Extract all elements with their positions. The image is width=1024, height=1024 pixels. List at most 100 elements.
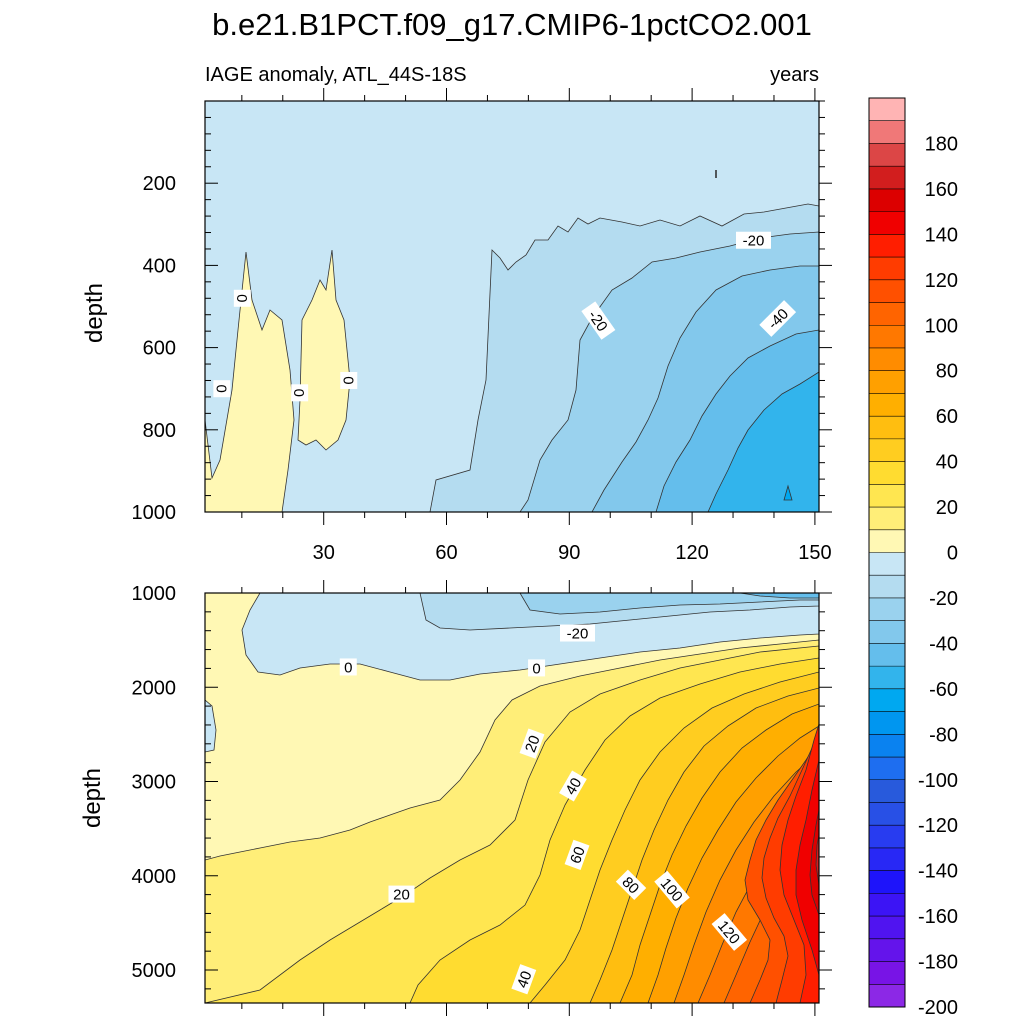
colorbar-swatch (869, 870, 905, 894)
colorbar-tick-label: -140 (918, 861, 958, 883)
contour-label-box (519, 728, 545, 759)
colorbar-swatch (869, 552, 905, 576)
colorbar-swatch (869, 529, 905, 553)
colorbar-tick-label: -200 (918, 997, 958, 1019)
colorbar-tick-label: 140 (925, 224, 958, 246)
y-tick-label: 4000 (132, 866, 177, 888)
upper-zero-region-left (205, 251, 295, 512)
colorbar-swatch (869, 438, 905, 462)
contour-label: 40 (511, 964, 537, 995)
contour-label-text: 0 (212, 385, 229, 393)
y-tick-label: 400 (143, 255, 176, 277)
colorbar-swatch (869, 984, 905, 1008)
colorbar-swatch (869, 597, 905, 622)
y-tick-label: 1000 (132, 502, 177, 524)
colorbar-tick-label: -180 (918, 952, 958, 974)
chart-subtitle-right: years (770, 64, 819, 86)
colorbar-tick-label: -100 (918, 770, 958, 792)
lower-neg40-band (739, 593, 819, 599)
colorbar-swatch (869, 143, 905, 167)
colorbar-tick-label: 160 (925, 179, 958, 201)
upper-neg60-spot (783, 484, 793, 501)
colorbar-swatch (869, 779, 905, 803)
contour-label-box (559, 770, 587, 802)
colorbar-swatch (869, 325, 905, 349)
colorbar-swatch (869, 347, 905, 372)
colorbar-swatch (869, 688, 905, 712)
colorbar-swatch (869, 302, 905, 326)
contour-label-text: 60 (567, 844, 589, 865)
lower-pos150-band (809, 809, 819, 916)
contour-label: 20 (388, 885, 415, 904)
colorbar-frame (868, 97, 906, 1008)
colorbar-tick-label: -60 (929, 679, 958, 701)
upper-y-axis-label: depth (81, 283, 108, 343)
contour-label: 40 (559, 770, 587, 802)
contour-label: 80 (615, 869, 647, 901)
x-tick-label: 120 (675, 542, 708, 564)
colorbar-tick-label: 60 (936, 406, 958, 428)
colorbar-swatch (869, 757, 905, 781)
colorbar-tick-label: 120 (925, 270, 958, 292)
y-tick-label: 800 (143, 420, 176, 442)
colorbar-tick-label: 20 (936, 497, 958, 519)
contour-label-text: 40 (562, 775, 585, 798)
upper-panel-frame (204, 100, 820, 513)
colorbar-swatch (869, 188, 905, 213)
colorbar-swatch (869, 257, 905, 281)
colorbar-swatch (869, 938, 905, 962)
contour-label-box (736, 231, 772, 249)
colorbar-swatch (869, 370, 905, 394)
contour-label-box (654, 870, 690, 909)
contour-label-box (511, 964, 537, 995)
y-tick-label: 3000 (132, 772, 177, 794)
colorbar-tick-label: 100 (925, 315, 958, 337)
chart-subtitle-left: IAGE anomaly, ATL_44S-18S (205, 64, 467, 86)
contour-label-box (339, 658, 357, 676)
colorbar-swatch (869, 461, 905, 485)
colorbar-swatch (869, 234, 905, 258)
contour-label-text: 0 (233, 294, 250, 302)
colorbar-swatch (869, 211, 905, 235)
lower-pos140-band (795, 759, 819, 976)
lower-y-axis-label: depth (79, 768, 106, 828)
colorbar-swatch (869, 734, 905, 758)
x-tick-label: 30 (313, 542, 335, 564)
colorbar-swatch (869, 575, 905, 599)
colorbar-swatch (869, 484, 905, 508)
contour-label: 0 (233, 289, 251, 307)
upper-y-ticks: 200 400 600 800 1000 (132, 100, 832, 524)
x-tick-label: 150 (798, 542, 831, 564)
upper-zero-region-right (297, 249, 351, 451)
contour-label-box (759, 300, 797, 337)
contour-label-text: 0 (532, 660, 540, 677)
lower-pos160-band (815, 834, 819, 886)
colorbar-tick-label: -80 (929, 724, 958, 746)
colorbar-swatch (869, 961, 905, 985)
colorbar-swatch (869, 711, 905, 735)
lower-panel-frame (204, 592, 820, 1004)
contour-label-box (711, 913, 748, 951)
contour-label: 60 (564, 839, 590, 870)
chart-title: b.e21.B1PCT.f09_g17.CMIP6-1pctCO2.001 (212, 7, 812, 42)
contour-label-text: 0 (339, 376, 356, 384)
colorbar-swatch (869, 416, 905, 440)
contour-label: 20 (519, 728, 545, 759)
contour-label-text: 20 (393, 887, 410, 904)
colorbar-swatch (869, 507, 905, 531)
colorbar-tick-label: -120 (918, 815, 958, 837)
colorbar-tick-label: 180 (925, 133, 958, 155)
colorbar-swatch (869, 825, 905, 849)
contour-label-box (615, 869, 647, 901)
contour-label-text: 40 (514, 969, 536, 990)
colorbar-tick-label: -160 (918, 906, 958, 928)
contour-label: 0 (528, 659, 546, 677)
colorbar-swatch (869, 393, 905, 417)
contour-label-text: 20 (522, 733, 544, 754)
colorbar-swatch (869, 166, 905, 190)
contour-label-text: -20 (567, 626, 589, 643)
contour-label: 0 (290, 384, 309, 402)
